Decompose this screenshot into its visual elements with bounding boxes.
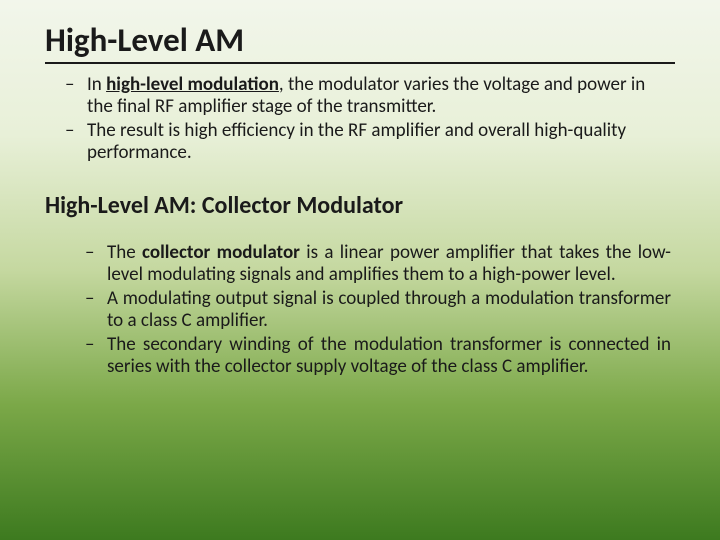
list-item: The collector modulator is a linear powe… (107, 242, 671, 286)
list-item: The secondary winding of the modulation … (107, 334, 671, 378)
bullet-text: The secondary winding of the modulation … (107, 333, 671, 378)
section-1-list: In high-level modulation, the modulator … (45, 74, 675, 163)
bullet-text-prefix: The (107, 241, 142, 264)
slide-subtitle: High-Level AM: Collector Modulator (45, 191, 675, 220)
bullet-emphasis: collector modulator (142, 241, 300, 264)
section-2-list: The collector modulator is a linear powe… (45, 242, 675, 377)
bullet-text-prefix: In (87, 73, 106, 96)
bullet-text: A modulating output signal is coupled th… (107, 287, 671, 332)
list-item: A modulating output signal is coupled th… (107, 288, 671, 332)
list-item: In high-level modulation, the modulator … (87, 74, 675, 118)
bullet-text: The result is high efficiency in the RF … (87, 119, 626, 164)
list-item: The result is high efficiency in the RF … (87, 120, 675, 164)
bullet-emphasis: high-level modulation (106, 73, 279, 96)
slide-title: High-Level AM (45, 20, 675, 64)
